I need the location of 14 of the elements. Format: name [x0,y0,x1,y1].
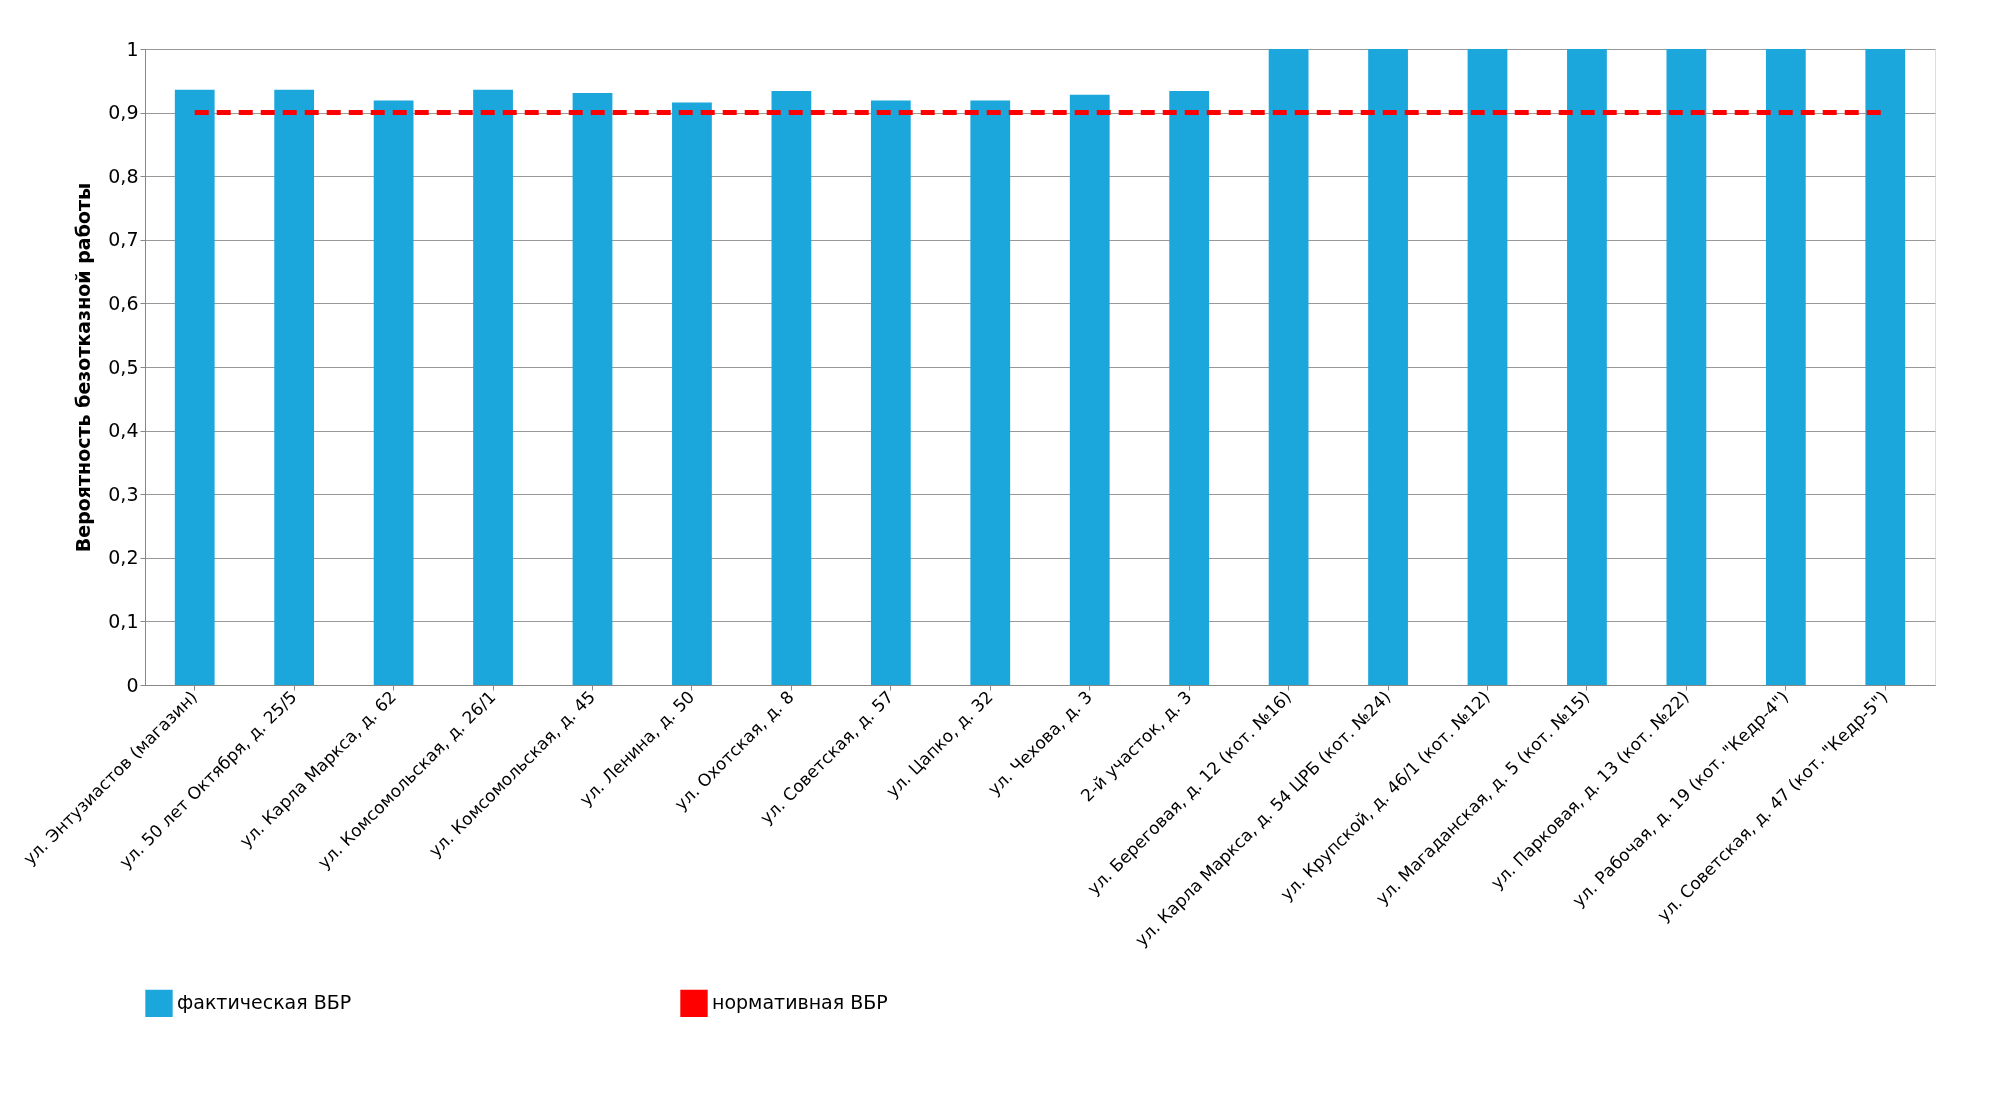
y-tick-label: 1 [126,37,139,60]
y-axis-title: Вероятность безотказной работы [72,182,95,553]
y-tick-label: 0,9 [108,101,139,124]
y-tick-label: 0,7 [108,228,139,251]
y-tick-label: 0,2 [108,546,139,569]
legend-label: нормативная ВБР [712,991,888,1014]
legend-label: фактическая ВБР [177,991,352,1014]
y-tick-label: 0,3 [108,482,139,505]
y-tick-label: 0,5 [108,355,139,378]
y-tick-label: 0 [126,673,139,696]
y-tick-label: 0,1 [108,609,139,632]
y-tick-label: 0,6 [108,291,139,314]
y-tick-label: 0,4 [108,419,139,442]
y-tick-label: 0,8 [108,164,139,187]
